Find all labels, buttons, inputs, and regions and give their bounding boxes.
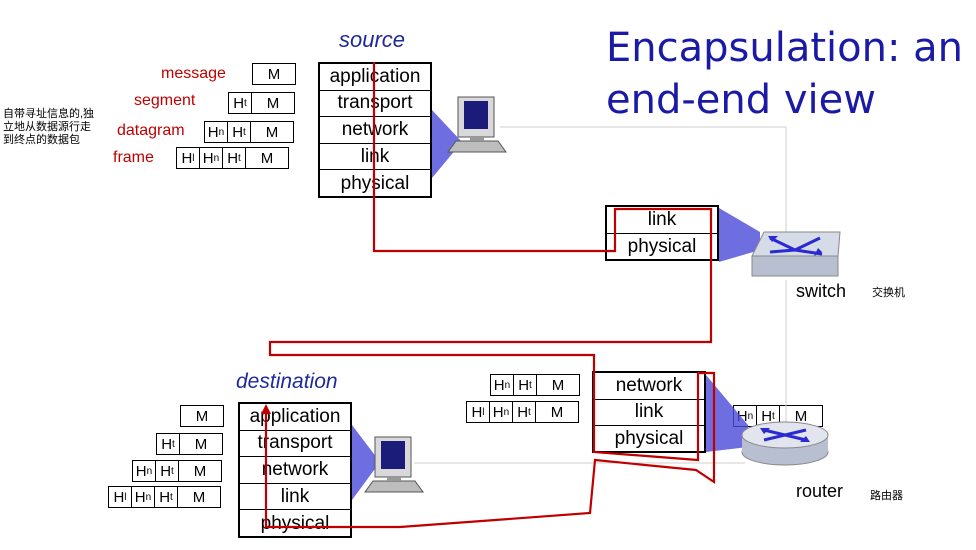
layer-physical: physical <box>260 512 330 534</box>
layer-link: link <box>320 144 430 171</box>
message-label: message <box>161 65 226 82</box>
layer-transport: transport <box>320 91 430 118</box>
layer-network: network <box>594 373 704 400</box>
layer-physical: physical <box>614 428 684 450</box>
destination-computer-icon <box>364 436 424 493</box>
destination-label: destination <box>236 370 338 393</box>
datagram-label: datagram <box>117 122 185 139</box>
payload-cell: M <box>250 121 294 143</box>
payload-cell: M <box>536 374 580 396</box>
title-line-2: end-end view <box>606 77 876 123</box>
router-protocol-stack: network link physical <box>592 371 706 453</box>
payload-cell: M <box>180 405 224 427</box>
datagram-note: 自带寻址信息的,独 立地从数据源行走 到终点的数据包 <box>3 108 94 147</box>
layer-transport: transport <box>240 431 350 458</box>
layer-physical: physical <box>627 235 697 257</box>
layer-link: link <box>240 484 350 511</box>
source-label: source <box>339 27 406 52</box>
router-icon <box>741 421 829 466</box>
note-line-3: 到终点的数据包 <box>3 134 80 146</box>
layer-physical: physical <box>340 172 410 194</box>
payload-cell: M <box>251 92 295 114</box>
note-line-1: 自带寻址信息的,独 <box>3 108 95 120</box>
layer-network: network <box>320 117 430 144</box>
title-line-1: Encapsulation: an <box>606 25 964 71</box>
payload-cell: M <box>177 486 221 508</box>
page-title: Encapsulation: an end-end view <box>606 22 963 126</box>
source-host-fan <box>432 110 462 178</box>
destination-host-fan <box>352 425 380 500</box>
note-line-2: 立地从数据源行走 <box>3 121 91 133</box>
switch-label: switch <box>796 281 847 301</box>
switch-icon <box>751 231 841 277</box>
payload-cell: M <box>535 401 579 423</box>
source-protocol-stack: application transport network link physi… <box>318 62 432 198</box>
payload-cell: M <box>779 405 823 427</box>
payload-cell: M <box>178 460 222 482</box>
layer-application: application <box>240 404 350 431</box>
payload-cell: M <box>252 63 296 85</box>
frame-label: frame <box>113 149 154 166</box>
destination-protocol-stack: application transport network link physi… <box>238 402 352 538</box>
router-label: router <box>796 481 844 501</box>
source-message-row: M <box>252 63 296 85</box>
payload-cell: M <box>179 433 223 455</box>
layer-link: link <box>607 207 717 234</box>
switch-fan <box>719 208 760 262</box>
dest-message-row: M <box>180 405 224 427</box>
layer-network: network <box>240 457 350 484</box>
source-computer-icon <box>447 96 507 153</box>
payload-cell: M <box>245 147 289 169</box>
segment-label: segment <box>134 92 196 109</box>
switch-protocol-stack: link physical <box>605 205 719 261</box>
layer-link: link <box>594 400 704 427</box>
switch-label-cn: 交换机 <box>872 287 905 299</box>
layer-application: application <box>320 64 430 91</box>
router-label-cn: 路由器 <box>870 490 903 502</box>
